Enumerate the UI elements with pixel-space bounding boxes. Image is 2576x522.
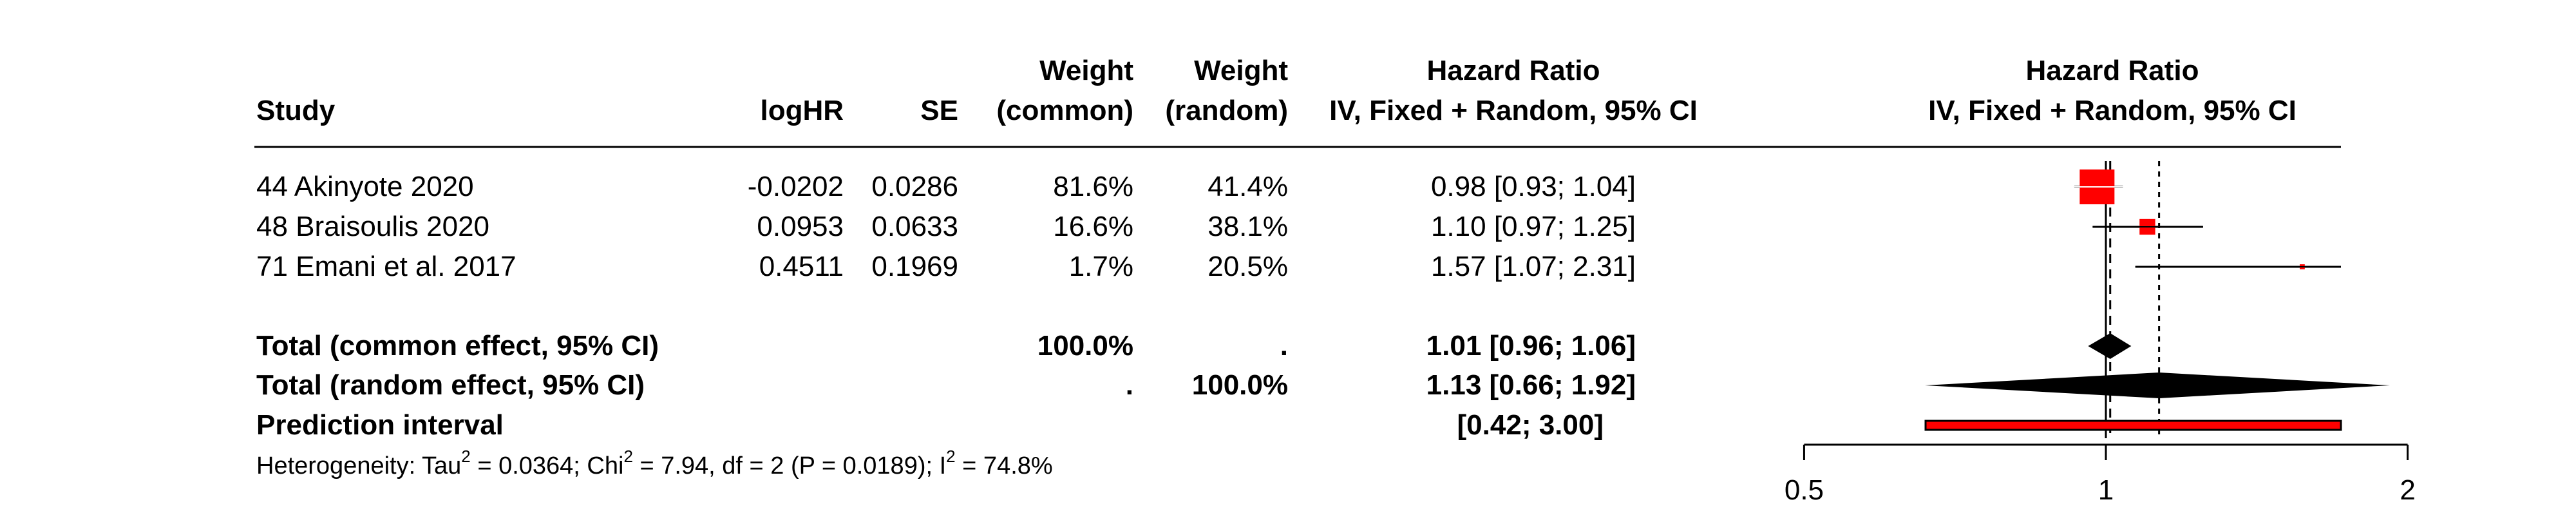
prediction-label: Prediction interval <box>256 409 504 441</box>
study-se: 0.1969 <box>871 251 958 282</box>
x-axis-tick-label: 0.5 <box>1785 474 1824 506</box>
study-se: 0.0633 <box>871 211 958 242</box>
header-plot-1: Hazard Ratio <box>2025 55 2199 86</box>
header-hr-2: IV, Fixed + Random, 95% CI <box>1329 95 1698 126</box>
total-random-weight-random: 100.0% <box>1191 369 1288 401</box>
total-common-label: Total (common effect, 95% CI) <box>256 330 659 362</box>
header-weight-common-2: (common) <box>996 95 1133 126</box>
header-weight-common-1: Weight <box>1039 55 1133 86</box>
header-plot-2: IV, Fixed + Random, 95% CI <box>1928 95 2297 126</box>
header-se: SE <box>920 95 958 126</box>
header-weight-random-2: (random) <box>1165 95 1288 126</box>
header-hr-1: Hazard Ratio <box>1426 55 1600 86</box>
total-random-label: Total (random effect, 95% CI) <box>256 369 645 401</box>
study-weight-random: 41.4% <box>1208 171 1288 202</box>
study-hr-ci: 0.98 [0.93; 1.04] <box>1430 171 1636 202</box>
study-loghr: 0.0953 <box>757 211 844 242</box>
study-hr-ci: 1.57 [1.07; 2.31] <box>1430 251 1636 282</box>
study-name: 48 Braisoulis 2020 <box>256 211 490 242</box>
total-common-weight-random: . <box>1280 330 1288 362</box>
total-random-hr-ci: 1.13 [0.66; 1.92] <box>1426 369 1636 401</box>
common-effect-diamond <box>2088 333 2132 359</box>
study-weight-common: 81.6% <box>1053 171 1133 202</box>
heterogeneity-text: Heterogeneity: Tau2 = 0.0364; Chi2 = 7.9… <box>256 447 1053 479</box>
header-weight-random-1: Weight <box>1194 55 1288 86</box>
study-weight-random: 38.1% <box>1208 211 1288 242</box>
header-loghr: logHR <box>760 95 844 126</box>
study-weight-common: 1.7% <box>1068 251 1133 282</box>
study-se: 0.0286 <box>871 171 958 202</box>
total-random-weight-common: . <box>1125 369 1133 401</box>
study-hr-ci: 1.10 [0.97; 1.25] <box>1430 211 1636 242</box>
header-study: Study <box>256 95 336 126</box>
prediction-interval-bar <box>1924 420 2342 431</box>
study-loghr: -0.0202 <box>747 171 844 202</box>
prediction-ci: [0.42; 3.00] <box>1457 409 1604 441</box>
x-axis-tick-label: 2 <box>2400 474 2415 506</box>
x-axis-tick-label: 1 <box>2098 474 2114 506</box>
study-name: 44 Akinyote 2020 <box>256 171 474 202</box>
study-loghr: 0.4511 <box>759 251 844 282</box>
study-weight-common: 16.6% <box>1053 211 1133 242</box>
total-common-hr-ci: 1.01 [0.96; 1.06] <box>1426 330 1636 362</box>
total-common-weight-common: 100.0% <box>1037 330 1133 362</box>
study-name: 71 Emani et al. 2017 <box>256 251 516 282</box>
random-effect-diamond <box>1925 372 2390 398</box>
study-weight-random: 20.5% <box>1208 251 1288 282</box>
